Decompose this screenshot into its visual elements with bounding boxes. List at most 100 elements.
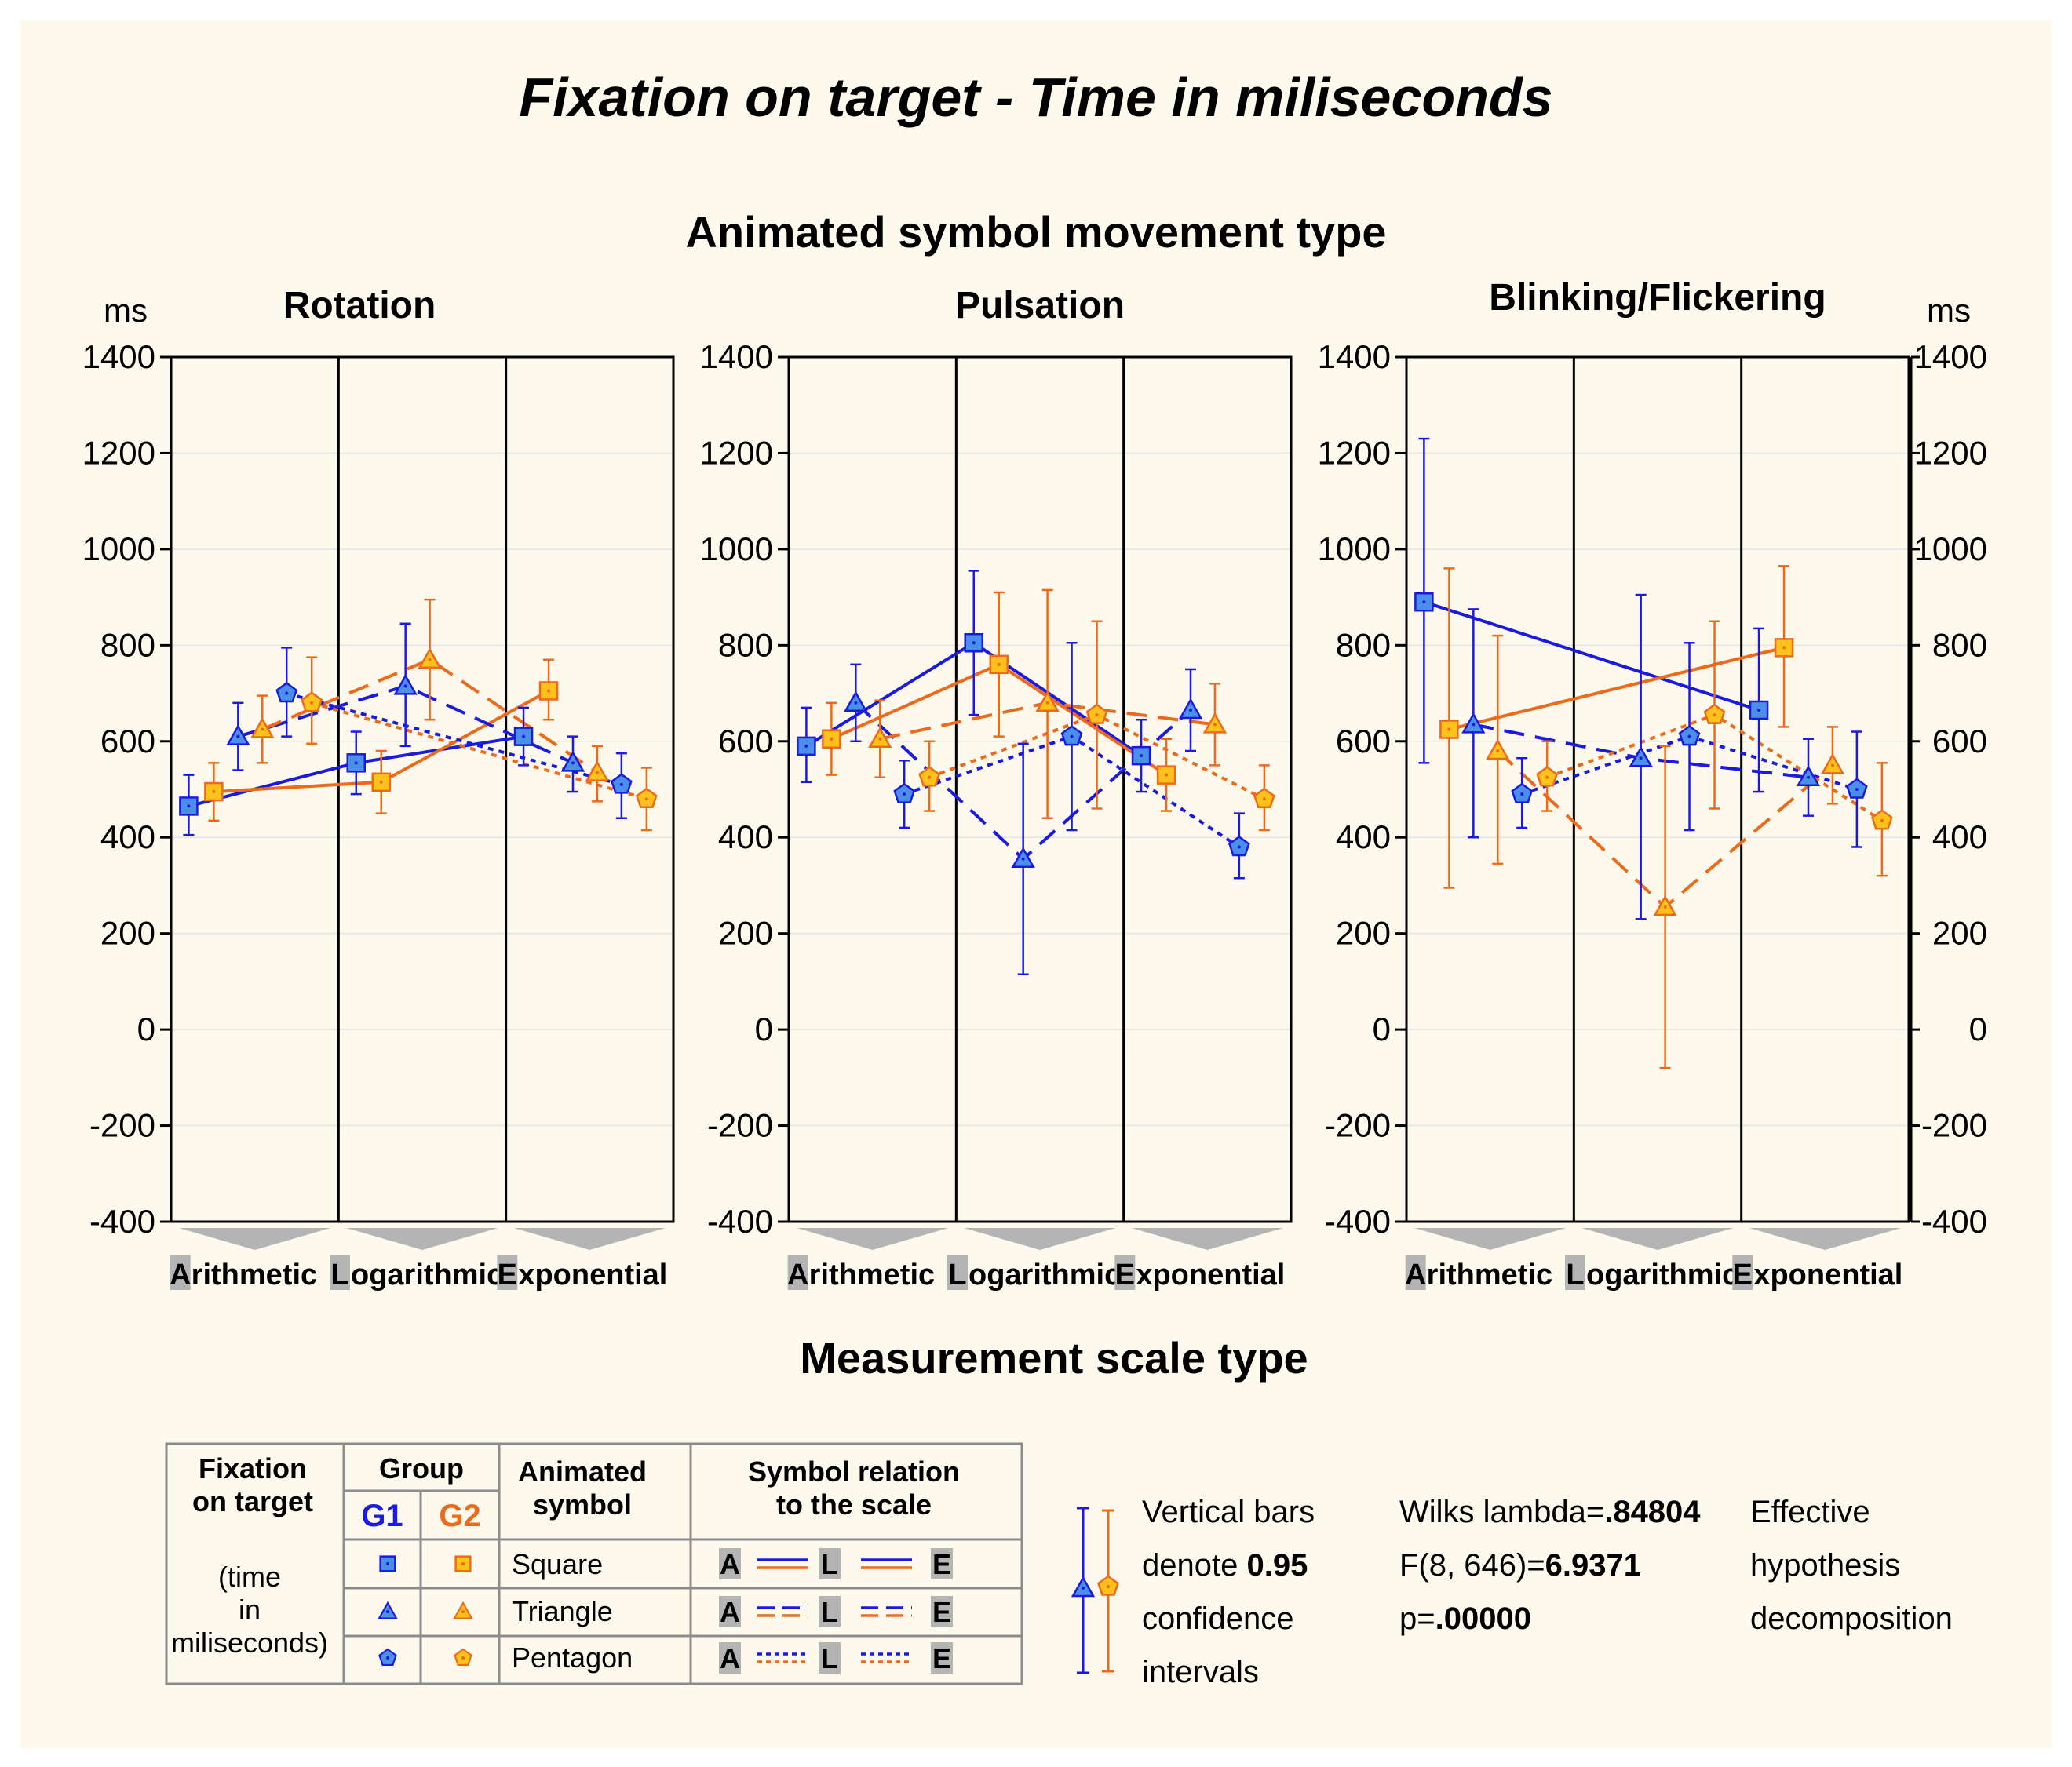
- data-point-pentagon-g2: [918, 740, 941, 812]
- scale-letter: A: [1405, 1259, 1426, 1292]
- scale-label: ogarithmic: [1586, 1259, 1738, 1292]
- data-point-square-g2: [1439, 567, 1459, 889]
- legend-g1-label: G1: [361, 1499, 403, 1533]
- marker-center-dot: [1021, 857, 1025, 861]
- marker-center-dot: [571, 761, 575, 765]
- relation-letter-box: [719, 1642, 741, 1674]
- marker-center-dot: [972, 641, 976, 645]
- data-point-square-g1: [1414, 437, 1434, 764]
- data-point-square-g1: [964, 570, 983, 716]
- legend-symbol-head: symbol: [533, 1488, 632, 1521]
- panel-blinking-flickering: Blinking/Flickering 1400 1200 1000 800 600 400…: [1318, 277, 1987, 1292]
- data-point-pentagon-g1: [893, 760, 916, 829]
- y-tick-label: 0: [755, 1011, 773, 1047]
- scale-label: rithmetic: [192, 1259, 317, 1292]
- data-point-triangle-g1: [1796, 738, 1821, 817]
- y-tick-label: 400: [100, 818, 155, 855]
- data-point-triangle-g1: [1178, 668, 1203, 752]
- figure-background: [20, 20, 2052, 1748]
- relation-letter-box: [819, 1548, 841, 1579]
- scale-letter-box: [170, 1255, 191, 1290]
- relation-letter-box: [819, 1642, 841, 1674]
- data-point-pentagon-g2: [1253, 764, 1275, 832]
- scale-label: rithmetic: [809, 1259, 935, 1292]
- marker-center-dot: [1082, 1587, 1085, 1590]
- y-tick-label: 800: [718, 626, 773, 663]
- marker-center-dot: [1045, 701, 1049, 705]
- data-point-triangle-g2: [418, 598, 442, 721]
- marker-center-dot: [386, 1656, 389, 1660]
- data-point-square-g1: [1749, 627, 1769, 793]
- y-tick-label: -400: [707, 1203, 773, 1240]
- y-tick-label: -200: [89, 1107, 155, 1144]
- scale-arrow: [513, 1228, 666, 1250]
- marker-center-dot: [1472, 723, 1476, 727]
- data-point-square-g2: [1156, 738, 1176, 812]
- data-point-triangle-g1: [393, 622, 418, 748]
- relation-letter: A: [720, 1596, 740, 1628]
- scale-label: xponential: [518, 1259, 667, 1292]
- scale-arrow: [964, 1228, 1116, 1250]
- marker-center-dot: [354, 761, 358, 765]
- scale-arrow: [797, 1228, 949, 1250]
- scale-letter: A: [787, 1259, 808, 1292]
- data-point-triangle-g2: [1820, 726, 1845, 805]
- marker-center-dot: [428, 658, 432, 661]
- relation-letter-box: [931, 1548, 953, 1579]
- ci-note-text: denote: [1142, 1548, 1246, 1583]
- series-line-pentagon-g2: [311, 701, 648, 801]
- relation-letter: A: [720, 1642, 740, 1674]
- marker-center-dot: [928, 775, 932, 779]
- y-tick-label: 800: [1932, 626, 1987, 663]
- y-tick-label: 1400: [82, 338, 155, 375]
- legend-fixation-sub: miliseconds): [171, 1627, 328, 1659]
- relation-letter: E: [932, 1642, 951, 1674]
- legend-relation-head: Symbol relation: [748, 1455, 960, 1488]
- scale-arrow: [1414, 1228, 1567, 1250]
- data-point-pentagon-g1: [1060, 642, 1083, 832]
- data-point-pentagon-g2: [1085, 620, 1108, 810]
- scale-arrow: [1581, 1228, 1734, 1250]
- data-point-triangle-g1: [1629, 593, 1653, 920]
- plot-frame: [787, 355, 1293, 1223]
- data-point-triangle-g1: [1011, 742, 1035, 975]
- scale-arrow: [1749, 1228, 1901, 1250]
- stat-wilks-label: Wilks lambda=: [1399, 1495, 1604, 1529]
- data-point-pentagon-g2: [1870, 762, 1893, 877]
- marker-center-dot: [1663, 905, 1667, 909]
- relation-letter-box: [819, 1596, 841, 1627]
- y-tick-label: 200: [718, 915, 773, 952]
- scale-letter: E: [498, 1259, 517, 1292]
- marker-center-dot: [1687, 734, 1691, 738]
- marker-center-dot: [236, 734, 240, 738]
- stat-p-label: p=: [1399, 1601, 1435, 1636]
- y-tick-label: 200: [1336, 915, 1391, 952]
- data-point-pentagon-g1: [1845, 730, 1868, 848]
- data-point-square-g2: [989, 591, 1009, 738]
- ci-note-line: Vertical bars: [1142, 1495, 1315, 1529]
- y-tick-label: 1200: [1318, 434, 1391, 471]
- marker-center-dot: [1880, 818, 1884, 822]
- data-point-square-g1: [179, 774, 199, 836]
- scale-letter: L: [1566, 1259, 1584, 1292]
- marker-center-dot: [1237, 845, 1241, 849]
- data-point-pentagon-g1: [610, 752, 633, 819]
- data-point-triangle-g2: [1486, 634, 1510, 865]
- legend-fixation-head: Fixation: [199, 1452, 307, 1485]
- relation-letter: L: [821, 1642, 838, 1674]
- data-point-triangle-g1: [1461, 608, 1486, 839]
- y-tick-label: 1000: [700, 530, 773, 567]
- marker-center-dot: [1520, 792, 1524, 796]
- relation-letter-box: [931, 1642, 953, 1674]
- marker-center-dot: [461, 1562, 465, 1565]
- data-point-triangle-g2: [868, 699, 892, 778]
- y-tick-label: 0: [137, 1011, 155, 1047]
- marker-center-dot: [1107, 1585, 1110, 1588]
- y-tick-label: 200: [1932, 915, 1987, 952]
- marker-center-dot: [310, 701, 314, 705]
- marker-center-dot: [1807, 775, 1810, 779]
- y-tick-label: 600: [1336, 723, 1391, 760]
- legend-fixation-sub: in: [239, 1594, 261, 1626]
- scale-letter-box: [497, 1255, 518, 1290]
- marker-center-dot: [1855, 788, 1859, 791]
